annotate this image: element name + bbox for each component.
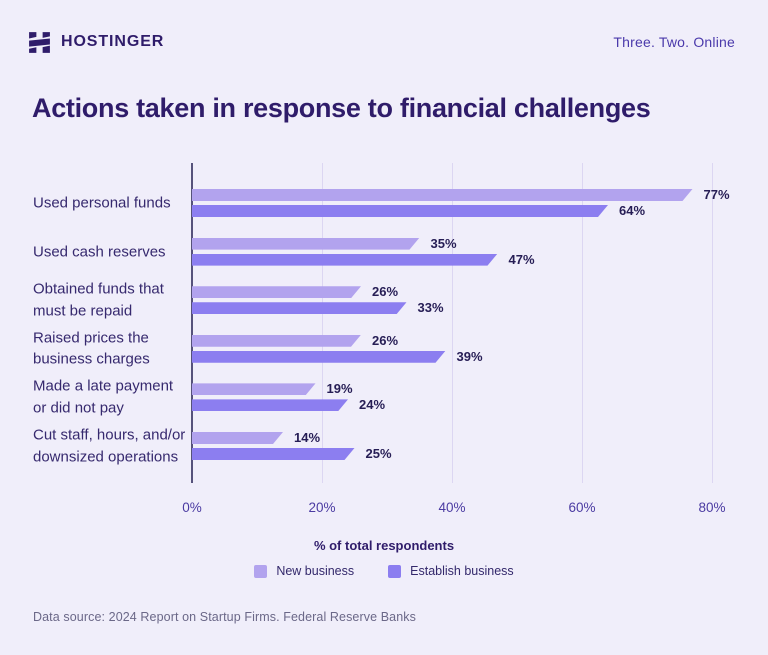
axis-tick-label: 60% [568, 500, 596, 515]
brand: HOSTINGER [27, 30, 164, 55]
category-label: Used personal funds [33, 194, 171, 212]
axis-tick-label: 20% [308, 500, 336, 515]
legend-label: New business [276, 564, 355, 578]
value-label: 39% [456, 348, 483, 364]
bar-new-business [192, 335, 361, 347]
bar-establish-business [192, 302, 407, 314]
plot-area: 77% 64% 35% 47% 26% 33% 26% 39% 19% 24% 14% 25% [191, 163, 730, 483]
bar-establish-business [192, 448, 355, 460]
bar-new-business [192, 432, 283, 444]
axis-tick-label: 40% [438, 500, 466, 515]
value-label: 77% [703, 187, 730, 202]
bar-new-business [192, 383, 316, 395]
category-label: Obtained funds that must be repaid [33, 280, 164, 320]
legend-label: Establish business [410, 564, 514, 578]
category-label: Made a late payment or did not pay [33, 377, 174, 417]
brand-name: HOSTINGER [61, 33, 165, 50]
value-label: 33% [417, 300, 444, 316]
gridline [712, 163, 713, 483]
bar-new-business [192, 286, 361, 298]
axis-tick-label: 0% [182, 500, 202, 515]
value-label: 35% [430, 235, 457, 251]
y-axis-line [191, 163, 193, 483]
legend-swatch-new-business [254, 564, 268, 578]
category-label: Raised prices the business charges [33, 329, 150, 368]
value-label: 25% [365, 446, 392, 461]
hostinger-logo-icon [29, 31, 50, 53]
bar-establish-business [192, 399, 348, 411]
category-label: Cut staff, hours, and/or downsized opera… [33, 426, 186, 466]
axis-tick-label: 80% [698, 500, 726, 515]
value-label: 14% [294, 430, 321, 445]
value-label: 47% [508, 251, 535, 267]
value-label: 19% [326, 381, 353, 397]
value-label: 24% [359, 397, 386, 413]
gridline [452, 163, 453, 483]
bar-new-business [192, 189, 693, 201]
legend-item-establish-business: Establish business [388, 564, 514, 578]
category-label: Used cash reserves [33, 242, 166, 260]
value-label: 26% [372, 284, 399, 300]
legend: New business Establish business [0, 564, 768, 578]
gridline [322, 163, 323, 483]
chart-title: Actions taken in response to financial c… [32, 93, 651, 123]
bar-new-business [192, 238, 420, 250]
header-tagline: Three. Two. Online [613, 34, 735, 50]
header: HOSTINGER Three. Two. Online [27, 28, 735, 56]
legend-swatch-establish-business [388, 564, 402, 578]
bar-establish-business [192, 205, 608, 217]
value-label: 26% [372, 332, 399, 348]
x-axis-label: % of total respondents [313, 538, 455, 553]
legend-item-new-business: New business [254, 564, 354, 578]
bar-establish-business [192, 254, 498, 266]
bar-establish-business [192, 351, 446, 363]
gridline [582, 163, 583, 483]
data-source-note: Data source: 2024 Report on Startup Firm… [33, 610, 416, 624]
value-label: 64% [619, 203, 646, 218]
